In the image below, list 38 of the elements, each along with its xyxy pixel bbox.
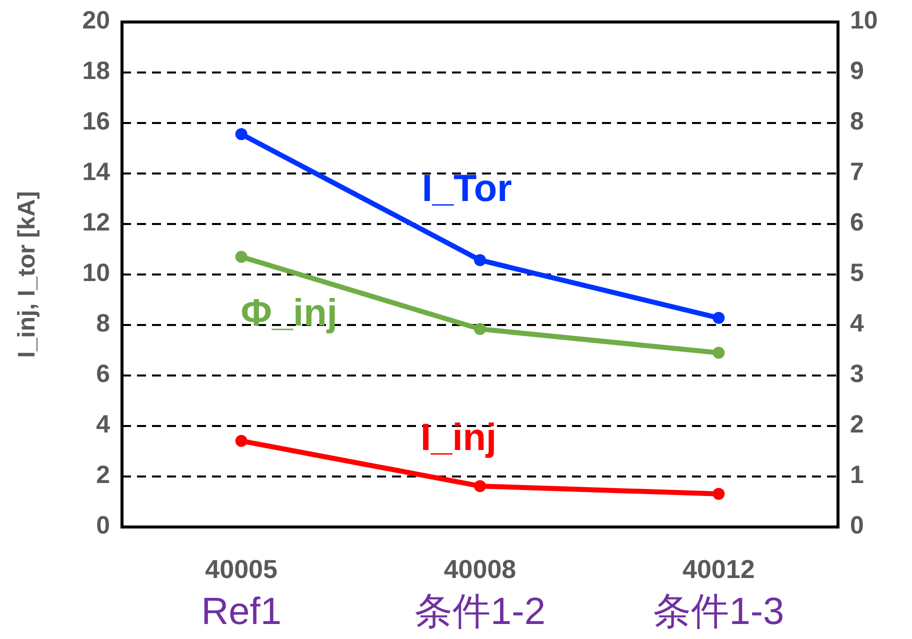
y-tick-label: 10 <box>82 259 110 288</box>
y-tick-label: 20 <box>82 6 110 35</box>
y-axis-title: I_inj, I_tor [kA] <box>13 191 40 358</box>
x-tick-label: 40008 条件1-2 <box>414 554 546 633</box>
point <box>474 254 486 266</box>
y2-tick-label: 0 <box>850 512 864 540</box>
point <box>712 312 725 324</box>
y-tick-label: 14 <box>82 158 110 186</box>
y-tick-label: 18 <box>82 57 110 86</box>
y2-tick-label: 7 <box>850 158 864 186</box>
series-label: I_Tor <box>422 168 512 210</box>
point <box>474 480 486 492</box>
y2-tick-label: 4 <box>850 310 864 338</box>
y2-tick-label: 10 <box>850 6 878 35</box>
y2-tick-label: 1 <box>850 461 864 490</box>
y-tick-label: 4 <box>96 410 110 439</box>
series-label: I_inj <box>420 417 497 460</box>
y2-tick-label: 5 <box>850 259 864 288</box>
y-tick-label: 2 <box>96 461 110 490</box>
y2-tick-label: 8 <box>850 108 864 136</box>
point <box>235 250 248 263</box>
point <box>712 346 725 359</box>
y2-tick-label: 2 <box>850 410 864 439</box>
y-tick-label: 8 <box>96 310 110 338</box>
y-tick-label: 16 <box>82 108 110 136</box>
x-tick-label: 40012 条件1-3 <box>653 554 784 633</box>
point <box>712 488 725 500</box>
series-label: Φ_inj <box>240 292 338 334</box>
y-tick-label: 6 <box>96 360 110 388</box>
point <box>235 434 248 447</box>
y-tick-label: 12 <box>82 208 110 237</box>
y2-tick-label: 3 <box>850 360 864 388</box>
y2-tick-label: 6 <box>850 208 864 237</box>
point <box>235 128 248 140</box>
y-tick-label: 0 <box>96 512 110 540</box>
x-tick-label: 40005 Ref1 <box>201 554 282 633</box>
point <box>474 323 486 336</box>
y2-tick-label: 9 <box>850 57 864 86</box>
